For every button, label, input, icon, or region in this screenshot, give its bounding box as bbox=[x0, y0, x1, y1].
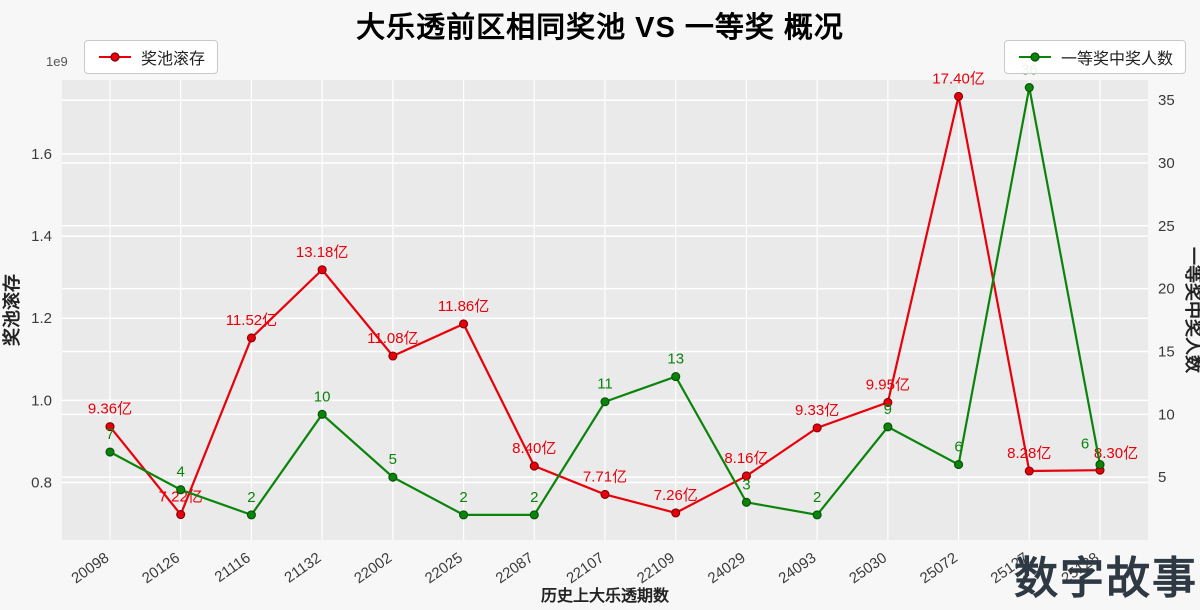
data-label: 11 bbox=[597, 376, 613, 393]
right-y-tick-label: 35 bbox=[1158, 92, 1175, 109]
data-label: 8.30亿 bbox=[1094, 445, 1138, 462]
data-point bbox=[812, 510, 822, 520]
data-label: 3 bbox=[742, 476, 750, 493]
right-y-tick-label: 25 bbox=[1158, 218, 1175, 235]
x-tick-label: 22087 bbox=[493, 549, 537, 587]
data-label: 8.40亿 bbox=[512, 440, 556, 457]
data-label: 6 bbox=[1081, 436, 1089, 453]
data-label: 9.33亿 bbox=[795, 402, 839, 419]
data-label: 2 bbox=[459, 489, 467, 506]
left-y-tick-label: 0.8 bbox=[31, 475, 52, 492]
data-point bbox=[1024, 466, 1034, 476]
left-y-tick-label: 1.4 bbox=[31, 228, 52, 245]
legend-jackpot-rollover: 奖池滚存 bbox=[84, 40, 219, 74]
left-y-tick-label: 1.2 bbox=[31, 310, 52, 327]
watermark: 数字故事 bbox=[1014, 554, 1198, 603]
data-label: 8.28亿 bbox=[1007, 445, 1051, 462]
data-label: 7.26亿 bbox=[654, 487, 698, 504]
x-tick-label: 22109 bbox=[634, 549, 678, 587]
data-point bbox=[741, 471, 751, 481]
right-y-tick-label: 15 bbox=[1158, 343, 1175, 360]
legend-first-prize-winners: 一等奖中奖人数 bbox=[1003, 40, 1186, 74]
data-point bbox=[246, 333, 256, 343]
data-point bbox=[459, 319, 469, 329]
left-y-axis-title: 奖池滚存 bbox=[1, 274, 22, 346]
data-label: 5 bbox=[389, 451, 397, 468]
data-point bbox=[105, 422, 115, 432]
data-point bbox=[388, 472, 398, 482]
legend-line-marker-icon bbox=[99, 52, 131, 62]
data-point bbox=[883, 397, 893, 407]
data-point bbox=[1024, 82, 1034, 93]
data-point bbox=[600, 489, 610, 499]
data-point bbox=[176, 509, 186, 520]
x-tick-label: 24093 bbox=[776, 549, 820, 587]
x-tick-label: 22025 bbox=[422, 549, 466, 587]
data-point bbox=[671, 372, 681, 382]
x-tick-label: 20098 bbox=[68, 549, 112, 587]
data-label: 8.16亿 bbox=[724, 450, 768, 467]
data-label: 6 bbox=[954, 439, 962, 456]
data-point bbox=[176, 485, 186, 495]
data-point bbox=[954, 91, 964, 101]
legend-winners-label: 一等奖中奖人数 bbox=[1060, 51, 1173, 68]
data-label: 2 bbox=[530, 489, 538, 506]
data-label: 2 bbox=[247, 489, 255, 506]
x-tick-label: 22002 bbox=[351, 549, 395, 587]
data-label: 7.71亿 bbox=[583, 468, 627, 485]
legend-line-marker-icon bbox=[1018, 52, 1051, 62]
data-point bbox=[883, 422, 893, 432]
x-tick-label: 21116 bbox=[212, 549, 254, 586]
right-y-tick-label: 30 bbox=[1158, 155, 1175, 172]
data-label: 7 bbox=[106, 426, 114, 443]
data-point bbox=[741, 497, 751, 507]
x-tick-label: 21132 bbox=[281, 549, 324, 586]
legend-jackpot-label: 奖池滚存 bbox=[141, 51, 206, 68]
data-label: 11.86亿 bbox=[438, 298, 489, 315]
chart-title: 大乐透前区相同奖池 VS 一等奖 概况 bbox=[356, 12, 844, 44]
data-point bbox=[317, 409, 327, 419]
x-tick-label: 25030 bbox=[846, 549, 890, 587]
data-label: 2 bbox=[813, 489, 821, 506]
data-point bbox=[317, 265, 327, 275]
data-label: 11.52亿 bbox=[226, 312, 277, 329]
data-point bbox=[600, 397, 610, 407]
data-label: 11.08亿 bbox=[367, 330, 418, 347]
x-tick-label: 22107 bbox=[563, 549, 607, 587]
data-point bbox=[954, 460, 964, 470]
left-y-tick-label: 1.6 bbox=[31, 146, 52, 163]
data-label: 9.95亿 bbox=[866, 376, 910, 393]
data-point bbox=[105, 447, 115, 457]
data-label: 4 bbox=[177, 464, 185, 481]
x-tick-label: 25072 bbox=[917, 549, 961, 587]
left-y-tick-label: 1.0 bbox=[31, 392, 52, 409]
data-point bbox=[812, 423, 822, 433]
data-point bbox=[1095, 460, 1105, 470]
data-point bbox=[529, 510, 539, 520]
x-axis-title: 历史上大乐透期数 bbox=[541, 586, 670, 605]
x-tick-label: 24029 bbox=[705, 549, 749, 587]
data-point bbox=[246, 510, 256, 520]
data-label: 17.40亿 bbox=[932, 70, 985, 87]
data-label: 13 bbox=[667, 351, 684, 368]
data-point bbox=[388, 351, 398, 361]
data-label: 10 bbox=[314, 388, 331, 405]
right-y-tick-label: 20 bbox=[1158, 281, 1175, 298]
right-y-axis-title: 一等奖中奖人数 bbox=[1183, 247, 1200, 374]
data-point bbox=[459, 510, 469, 520]
data-point bbox=[671, 508, 681, 518]
x-tick-label: 20126 bbox=[139, 549, 183, 587]
data-label: 9 bbox=[884, 401, 892, 418]
data-label: 9.36亿 bbox=[88, 401, 132, 418]
right-y-tick-label: 5 bbox=[1158, 469, 1166, 486]
data-point bbox=[529, 461, 539, 471]
right-y-tick-label: 10 bbox=[1158, 406, 1175, 423]
axis-offset-text: 1e9 bbox=[46, 54, 68, 69]
data-label: 13.18亿 bbox=[296, 244, 349, 261]
